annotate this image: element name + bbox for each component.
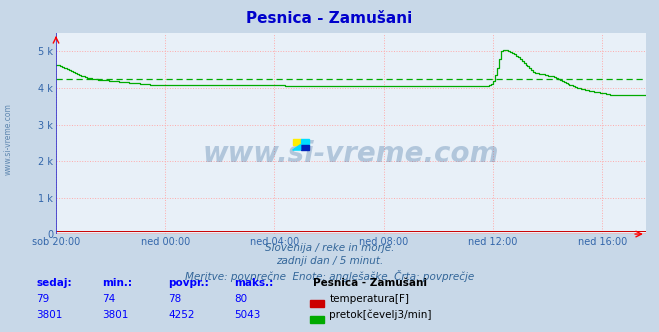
Text: povpr.:: povpr.: xyxy=(168,278,209,288)
Text: Meritve: povprečne  Enote: anglešaške  Črta: povprečje: Meritve: povprečne Enote: anglešaške Črt… xyxy=(185,270,474,282)
Text: pretok[čevelj3/min]: pretok[čevelj3/min] xyxy=(330,309,432,320)
Text: 3801: 3801 xyxy=(36,310,63,320)
Text: Slovenija / reke in morje.: Slovenija / reke in morje. xyxy=(265,243,394,253)
Text: www.si-vreme.com: www.si-vreme.com xyxy=(3,104,13,175)
Text: 4252: 4252 xyxy=(168,310,194,320)
Text: sedaj:: sedaj: xyxy=(36,278,72,288)
Text: 79: 79 xyxy=(36,294,49,304)
Polygon shape xyxy=(293,145,301,150)
Text: 3801: 3801 xyxy=(102,310,129,320)
Text: www.si-vreme.com: www.si-vreme.com xyxy=(203,140,499,168)
Text: min.:: min.: xyxy=(102,278,132,288)
Bar xyxy=(301,139,308,145)
Bar xyxy=(301,145,308,150)
Text: 74: 74 xyxy=(102,294,115,304)
Bar xyxy=(293,139,301,145)
Text: 78: 78 xyxy=(168,294,181,304)
Text: 80: 80 xyxy=(234,294,247,304)
Text: 5043: 5043 xyxy=(234,310,260,320)
Text: temperatura[F]: temperatura[F] xyxy=(330,294,409,304)
Text: zadnji dan / 5 minut.: zadnji dan / 5 minut. xyxy=(276,256,383,266)
Text: Pesnica - Zamušani: Pesnica - Zamušani xyxy=(246,11,413,26)
Text: Pesnica - Zamušani: Pesnica - Zamušani xyxy=(313,278,427,288)
Text: maks.:: maks.: xyxy=(234,278,273,288)
